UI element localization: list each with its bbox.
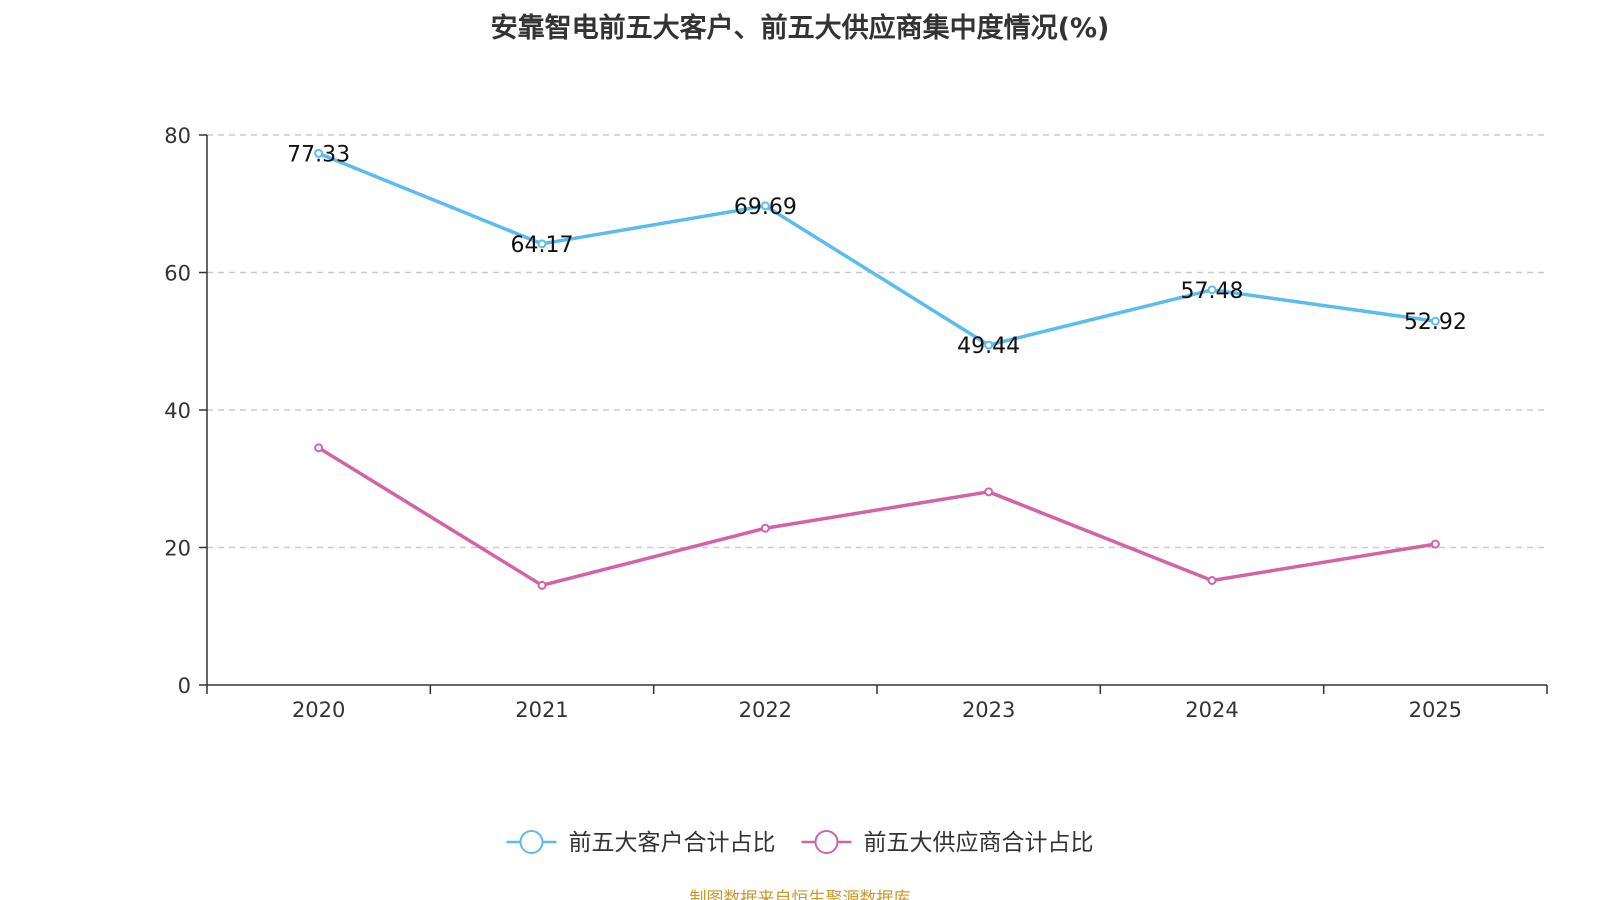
chart-title: 安靠智电前五大客户、前五大供应商集中度情况(%) bbox=[490, 13, 1110, 44]
data-point bbox=[537, 580, 547, 590]
legend-label: 前五大供应商合计占比 bbox=[864, 830, 1094, 856]
legend-circle-icon bbox=[814, 830, 839, 854]
data-label: 57.48 bbox=[1181, 279, 1244, 304]
x-tick-label: 2023 bbox=[962, 698, 1015, 722]
data-point bbox=[314, 148, 324, 158]
data-point bbox=[1430, 316, 1440, 326]
data-point bbox=[1207, 576, 1217, 585]
x-tick-label: 2022 bbox=[739, 698, 792, 722]
data-label: 64.17 bbox=[511, 233, 574, 258]
y-tick-label: 0 bbox=[178, 674, 191, 698]
data-point bbox=[1207, 285, 1217, 295]
data-point bbox=[984, 340, 994, 350]
data-point bbox=[760, 523, 770, 533]
series-line-2 bbox=[317, 446, 1436, 588]
x-tick-label: 2021 bbox=[515, 698, 568, 722]
data-point bbox=[760, 201, 770, 211]
data-labels: 77.33 64.17 69.69 49.44 57.48 52.92 bbox=[287, 142, 1467, 359]
data-label: 49.44 bbox=[957, 334, 1020, 359]
series-line-1 bbox=[318, 151, 1436, 347]
legend-label: 前五大客户合计占比 bbox=[569, 830, 776, 856]
legend[interactable]: 前五大客户合计占比 前五大供应商合计占比 bbox=[506, 830, 1094, 856]
x-tick-label: 2025 bbox=[1409, 698, 1462, 722]
data-point bbox=[537, 239, 547, 249]
data-label: 52.92 bbox=[1404, 310, 1467, 335]
source-note: 制图数据来自恒生聚源数据库 bbox=[689, 889, 911, 900]
series-lines bbox=[314, 148, 1440, 590]
y-tick-label: 20 bbox=[164, 537, 191, 561]
legend-item-1[interactable]: 前五大客户合计占比 bbox=[506, 830, 776, 856]
data-point bbox=[314, 443, 324, 453]
legend-circle-icon bbox=[519, 830, 544, 854]
y-tick-label: 60 bbox=[164, 262, 191, 286]
x-tick-label: 2020 bbox=[292, 698, 345, 722]
axes: 0 20 40 60 80 2020 2021 2022 2023 2024 2025 bbox=[164, 124, 1548, 722]
data-label: 69.69 bbox=[734, 195, 797, 220]
data-label: 77.33 bbox=[287, 142, 350, 167]
legend-item-2[interactable]: 前五大供应商合计占比 bbox=[801, 830, 1094, 856]
y-tick-label: 80 bbox=[164, 124, 191, 148]
x-tick-label: 2024 bbox=[1185, 698, 1238, 722]
data-point bbox=[984, 487, 994, 497]
gridlines bbox=[207, 134, 1547, 549]
y-tick-label: 40 bbox=[164, 399, 191, 423]
data-point bbox=[1430, 539, 1440, 549]
